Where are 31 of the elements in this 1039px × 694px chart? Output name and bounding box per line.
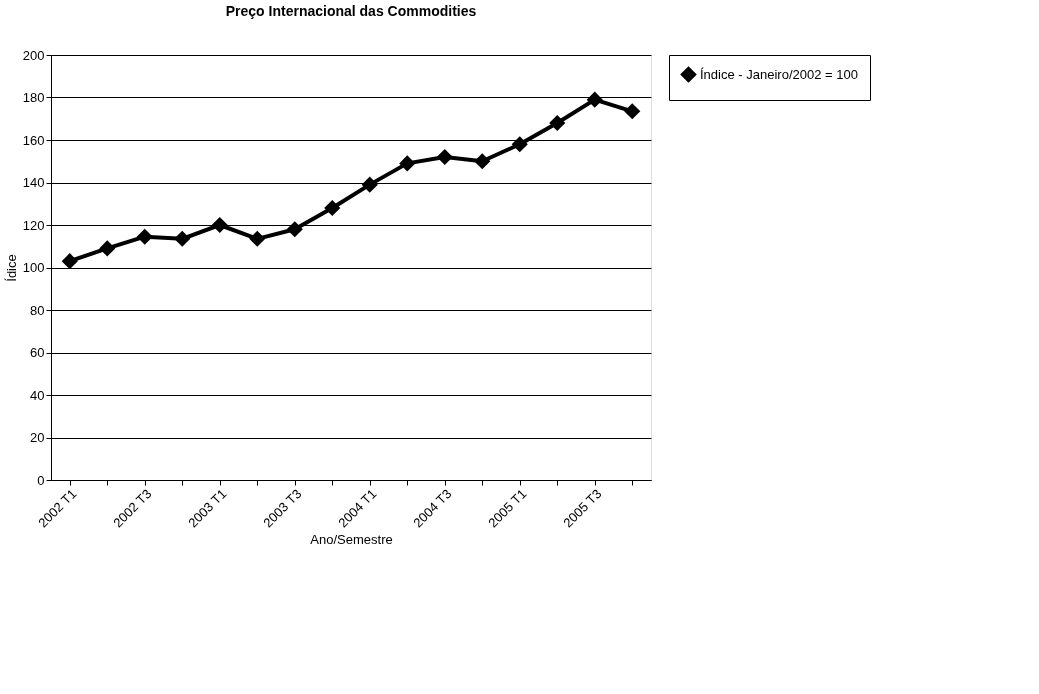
- point: [174, 230, 191, 247]
- chart-title: Preço Internacional das Commodities: [225, 3, 477, 19]
- y-tick-label: 180: [22, 90, 45, 105]
- point: [136, 228, 153, 245]
- y-tick-label: 80: [30, 302, 45, 318]
- point: [361, 176, 378, 193]
- point: [624, 103, 641, 120]
- point: [399, 155, 416, 172]
- y-tick-label: 160: [22, 132, 45, 148]
- point: [324, 199, 341, 217]
- point: [211, 216, 228, 234]
- point: [586, 91, 603, 108]
- y-tick-label: 200: [22, 47, 45, 63]
- legend-label: Índice - Janeiro/2002 = 100: [700, 66, 858, 82]
- point: [286, 221, 303, 238]
- point: [511, 136, 528, 153]
- point: [249, 230, 266, 247]
- point: [474, 153, 491, 170]
- x-axis-title: Ano/Semestre: [310, 532, 393, 548]
- point: [549, 114, 566, 132]
- y-axis-title: Ídice: [3, 254, 19, 282]
- y-tick-label: 60: [30, 345, 45, 360]
- point: [436, 148, 453, 166]
- y-tick-label: 0: [37, 472, 45, 488]
- y-tick-label: 40: [30, 387, 45, 403]
- point: [99, 240, 116, 257]
- y-tick-label: 140: [22, 175, 45, 190]
- point: [61, 253, 78, 270]
- y-tick-label: 20: [30, 430, 45, 445]
- y-tick-label: 100: [22, 260, 45, 275]
- y-tick-label: 120: [22, 217, 45, 233]
